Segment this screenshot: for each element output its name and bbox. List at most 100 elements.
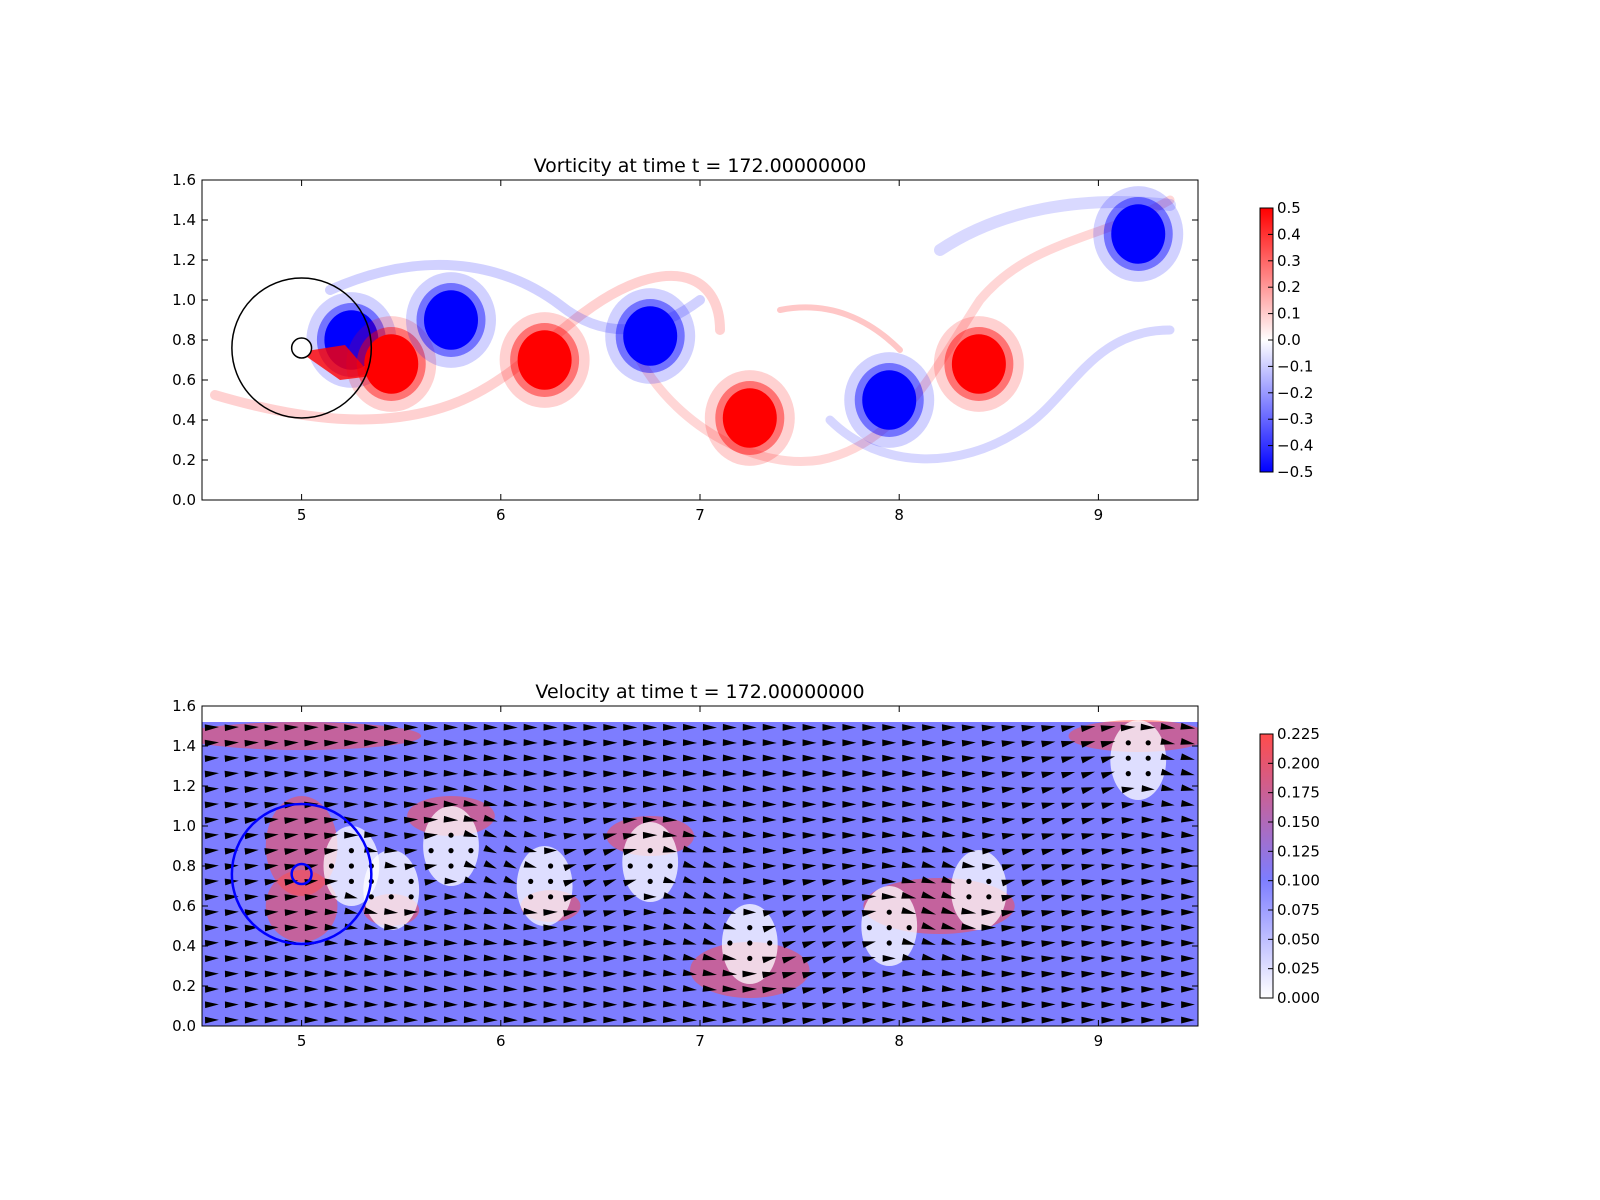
velocity-vector-arrow bbox=[304, 1001, 319, 1008]
velocity-vector-arrow bbox=[602, 894, 617, 902]
velocity-vector-arrow bbox=[1101, 817, 1115, 825]
velocity-vector-arrow bbox=[324, 893, 338, 901]
velocity-vector-arrow bbox=[264, 1016, 279, 1024]
velocity-vector-arrow bbox=[543, 770, 558, 777]
velocity-vector-arrow bbox=[842, 739, 857, 747]
velocity-vector-arrow bbox=[643, 723, 658, 731]
velocity-vector-arrow bbox=[404, 970, 419, 977]
velocity-vector-arrow bbox=[1161, 815, 1175, 823]
vorticity-core bbox=[862, 370, 917, 430]
velocity-vector-arrow bbox=[483, 969, 498, 977]
velocity-vector-arrow bbox=[981, 816, 996, 824]
velocity-vector-arrow bbox=[1180, 738, 1196, 745]
velocity-vector-arrow bbox=[463, 970, 478, 977]
velocity-vector-arrow bbox=[921, 985, 936, 992]
velocity-vector-arrow bbox=[722, 985, 738, 993]
velocity-colorbar-tick-label: 0.050 bbox=[1277, 930, 1320, 948]
velocity-vector-arrow bbox=[1160, 738, 1176, 745]
velocity-vector-dot bbox=[627, 863, 633, 869]
velocity-vector-arrow bbox=[782, 1002, 797, 1009]
velocity-vector-arrow bbox=[324, 739, 339, 747]
velocity-vector-arrow bbox=[921, 953, 936, 961]
velocity-vector-arrow bbox=[941, 739, 956, 747]
velocity-vector-arrow bbox=[503, 1000, 518, 1008]
velocity-vector-arrow bbox=[463, 985, 478, 993]
velocity-vector-arrow bbox=[364, 816, 379, 824]
velocity-vector-arrow bbox=[583, 1001, 598, 1008]
velocity-vector-arrow bbox=[841, 956, 856, 964]
velocity-vector-arrow bbox=[244, 770, 259, 778]
velocity-vector-dot bbox=[1145, 771, 1151, 777]
velocity-title: Velocity at time t = 172.00000000 bbox=[535, 681, 864, 703]
vorticity-core bbox=[424, 290, 478, 350]
velocity-vector-arrow bbox=[1001, 755, 1016, 763]
vorticity-shear-layer bbox=[825, 325, 1175, 464]
velocity-vector-arrow bbox=[882, 985, 896, 993]
velocity-vector-arrow bbox=[682, 860, 697, 868]
velocity-vector-arrow bbox=[1021, 910, 1036, 917]
velocity-vector-arrow bbox=[901, 846, 917, 854]
velocity-vector-arrow bbox=[981, 1016, 996, 1024]
velocity-vector-arrow bbox=[543, 970, 558, 978]
velocity-vector-arrow bbox=[503, 754, 518, 762]
velocity-vector-arrow bbox=[204, 985, 219, 993]
velocity-vector-arrow bbox=[982, 832, 996, 840]
velocity-vector-arrow bbox=[743, 877, 757, 885]
velocity-vector-arrow bbox=[503, 970, 518, 977]
velocity-vector-arrow bbox=[782, 754, 797, 762]
velocity-vector-arrow bbox=[443, 954, 458, 962]
velocity-vector-arrow bbox=[543, 1001, 558, 1008]
velocity-vector-arrow bbox=[523, 754, 538, 762]
vorticity-y-tick-label: 1.6 bbox=[172, 171, 196, 189]
velocity-vector-arrow bbox=[404, 1000, 419, 1008]
velocity-vector-arrow bbox=[443, 1000, 458, 1008]
velocity-vector-arrow bbox=[463, 1000, 478, 1008]
velocity-vector-arrow bbox=[224, 801, 239, 809]
velocity-vector-arrow bbox=[463, 907, 478, 915]
velocity-vector-arrow bbox=[1181, 877, 1195, 885]
velocity-vector-arrow bbox=[1081, 817, 1095, 825]
velocity-vector-arrow bbox=[1101, 787, 1115, 795]
velocity-vector-arrow bbox=[264, 955, 279, 962]
velocity-vector-arrow bbox=[563, 785, 578, 793]
velocity-vector-arrow bbox=[782, 831, 797, 839]
velocity-vector-arrow bbox=[284, 909, 299, 917]
velocity-vector-arrow bbox=[682, 953, 697, 961]
velocity-colorbar-tick-label: 0.225 bbox=[1277, 725, 1320, 743]
velocity-vector-arrow bbox=[722, 800, 737, 808]
velocity-vector-arrow bbox=[224, 739, 239, 747]
velocity-vector-arrow bbox=[682, 969, 697, 977]
velocity-vector-arrow bbox=[682, 815, 698, 823]
velocity-vector-arrow bbox=[403, 739, 419, 747]
velocity-vector-arrow bbox=[523, 1001, 538, 1008]
velocity-vector-arrow bbox=[802, 910, 817, 918]
velocity-vector-arrow bbox=[882, 954, 896, 962]
velocity-vector-arrow bbox=[623, 954, 638, 962]
velocity-vector-arrow bbox=[384, 724, 399, 731]
vorticity-plot-area bbox=[202, 180, 1198, 500]
velocity-vector-arrow bbox=[1141, 831, 1155, 839]
velocity-vector-arrow bbox=[842, 754, 857, 762]
velocity-vector-arrow bbox=[523, 939, 538, 946]
velocity-vector-arrow bbox=[463, 829, 478, 838]
velocity-vector-arrow bbox=[862, 739, 877, 747]
velocity-vector-dot bbox=[408, 878, 414, 885]
velocity-vector-arrow bbox=[1180, 800, 1195, 807]
vorticity-cylinder bbox=[290, 337, 313, 359]
velocity-vector-arrow bbox=[901, 861, 917, 869]
velocity-vector-arrow bbox=[384, 801, 399, 808]
vorticity-colorbar-tick-label: 0.5 bbox=[1277, 199, 1301, 217]
velocity-vector-arrow bbox=[363, 907, 378, 914]
velocity-vector-arrow bbox=[961, 938, 977, 946]
velocity-vector-arrow bbox=[981, 924, 997, 931]
velocity-vector-arrow bbox=[623, 1000, 638, 1008]
velocity-vector-arrow bbox=[424, 863, 438, 871]
velocity-vector-arrow bbox=[543, 754, 558, 762]
velocity-vector-arrow bbox=[922, 800, 936, 808]
velocity-vector-arrow bbox=[842, 785, 857, 793]
velocity-vector-arrow bbox=[1160, 753, 1175, 760]
velocity-vector-arrow bbox=[662, 969, 677, 977]
velocity-vector-arrow bbox=[423, 770, 439, 777]
velocity-vector-arrow bbox=[782, 816, 797, 824]
velocity-vector-arrow bbox=[404, 863, 418, 871]
